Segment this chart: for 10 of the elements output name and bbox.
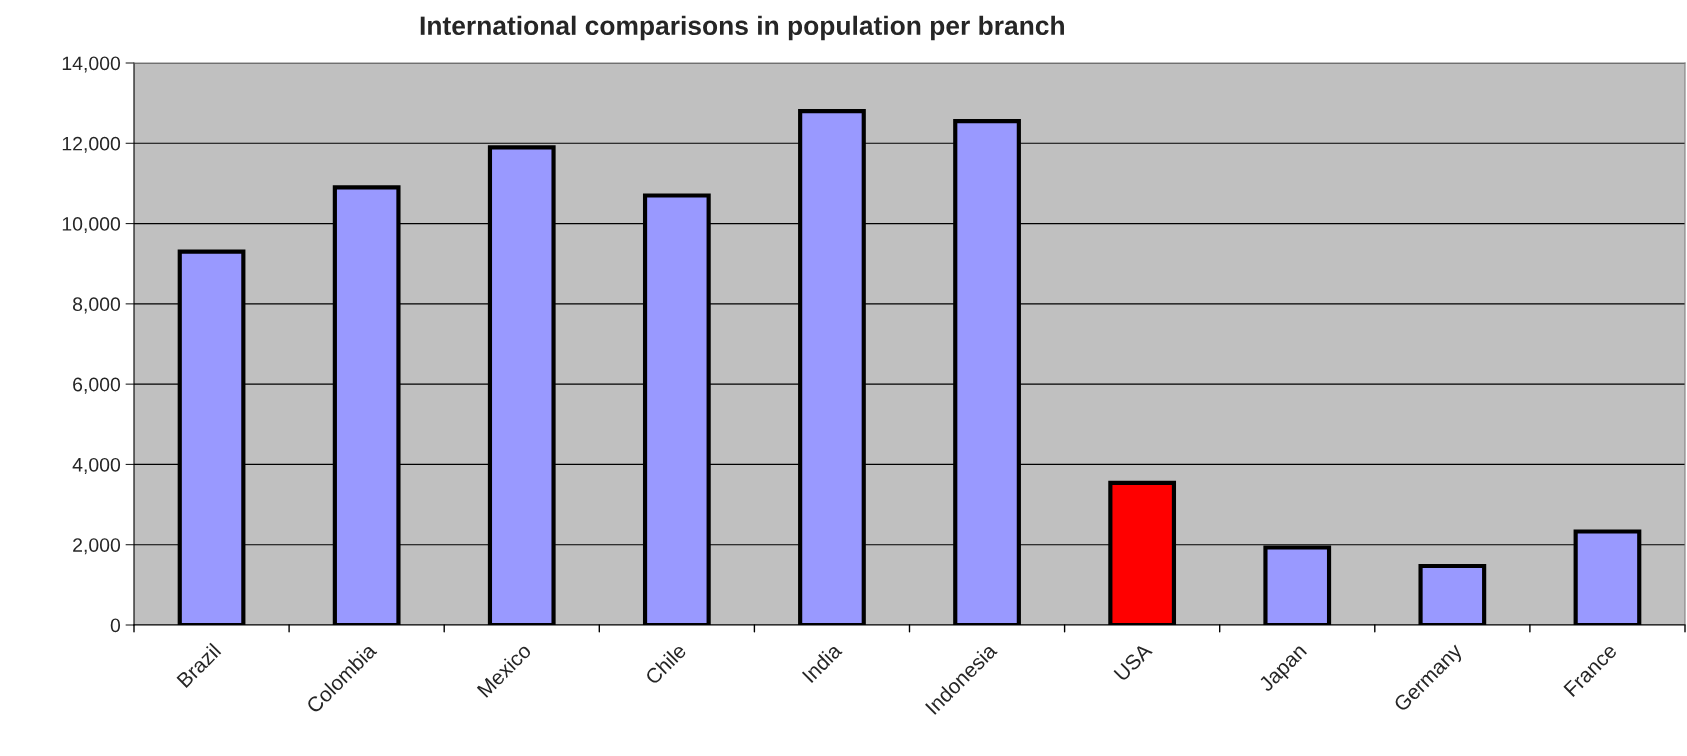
x-tick-label: USA	[1113, 642, 1153, 682]
y-tick-label: 14,000	[62, 56, 121, 73]
y-tick-label: 12,000	[62, 136, 121, 153]
chart-title: International comparisons in population per branch	[420, 15, 1064, 41]
y-tick-label: 4,000	[72, 457, 121, 474]
y-tick-label: 10,000	[62, 217, 121, 234]
y-tick-label: 8,000	[73, 297, 121, 314]
y-tick-label: 0	[110, 618, 121, 633]
y-tick-label: 2,000	[73, 538, 121, 555]
y-tick-label: 6,000	[73, 377, 121, 394]
